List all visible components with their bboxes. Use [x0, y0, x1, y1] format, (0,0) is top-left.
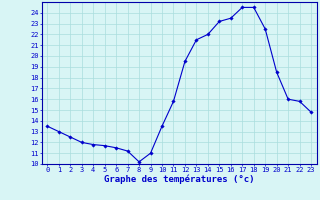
X-axis label: Graphe des températures (°c): Graphe des températures (°c)	[104, 174, 254, 184]
